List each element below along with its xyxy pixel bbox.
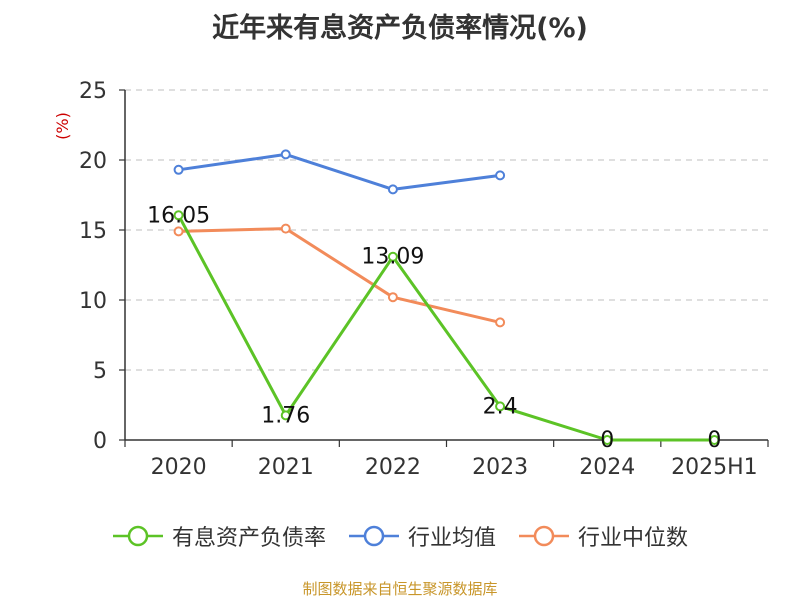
series-line	[177, 214, 715, 442]
legend: 有息资产负债率 行业均值 行业中位数	[0, 520, 800, 552]
y-tick-label: 15	[79, 219, 107, 244]
legend-line-icon	[112, 525, 163, 547]
series-line	[178, 152, 501, 191]
series-line	[178, 227, 501, 324]
legend-label: 行业中位数	[578, 526, 689, 551]
y-tick-label: 20	[79, 149, 107, 174]
legend-label: 有息资产负债率	[171, 526, 326, 551]
data-point	[602, 435, 613, 445]
x-tick-label: 2020	[151, 455, 207, 480]
legend-line-icon	[519, 525, 569, 547]
legend-label: 行业均值	[407, 526, 496, 551]
data-label: 13.09	[361, 245, 424, 270]
grid-lines	[125, 89, 768, 371]
data-point	[173, 226, 184, 237]
y-tick-label: 10	[79, 289, 107, 314]
source-footnote: 制图数据来自恒生聚源数据库	[302, 580, 498, 598]
chart-title: 近年来有息资产负债率情况(%)	[212, 13, 588, 44]
data-point	[387, 251, 398, 262]
legend-item-industry-median[interactable]: 行业中位数	[518, 520, 688, 552]
data-point	[387, 292, 398, 303]
legend-item-industry-avg[interactable]: 行业均值	[348, 520, 496, 552]
series-lines	[173, 149, 720, 445]
axes: 0 5 10 15 20 25 2020 2021 2022 2023 2024 2025H1	[79, 79, 769, 480]
y-tick-label: 25	[79, 79, 107, 104]
legend-item-rate[interactable]: 有息资产负债率	[112, 520, 326, 552]
data-label: 0	[600, 428, 614, 453]
x-tick-label: 2024	[579, 455, 635, 480]
x-tick-label: 2025H1	[671, 455, 758, 480]
x-tick-label: 2023	[472, 455, 528, 480]
data-point	[280, 149, 291, 160]
data-point	[280, 410, 291, 421]
y-tick-label: 5	[93, 359, 107, 384]
data-label: 2.4	[483, 394, 518, 419]
data-point	[280, 223, 291, 234]
data-label: 0	[707, 428, 721, 453]
x-tick-label: 2021	[258, 455, 314, 480]
y-tick-label: 0	[93, 429, 107, 454]
data-point	[173, 210, 184, 221]
data-point	[173, 164, 184, 175]
legend-line-icon	[348, 525, 399, 547]
data-point	[495, 401, 506, 412]
y-axis-label: (%)	[53, 112, 72, 140]
data-labels: 16.05 1.76 13.09 2.4 0 0	[147, 203, 721, 453]
data-label: 1.76	[261, 403, 310, 428]
data-point	[495, 317, 506, 328]
data-label: 16.05	[147, 203, 210, 228]
data-point	[387, 184, 398, 195]
x-tick-label: 2022	[365, 455, 421, 480]
data-point	[495, 170, 506, 181]
data-point	[709, 435, 720, 445]
